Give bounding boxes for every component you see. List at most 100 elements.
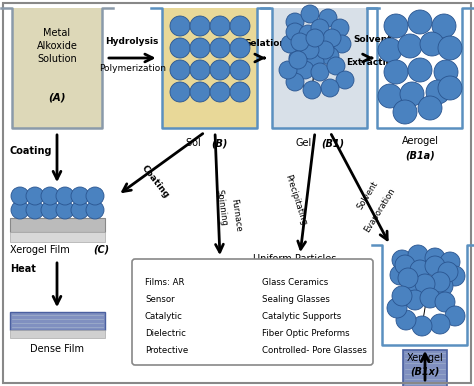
Text: Sol: Sol [186, 138, 204, 148]
Circle shape [11, 201, 29, 219]
Circle shape [286, 304, 304, 322]
Circle shape [418, 96, 442, 120]
Bar [10, 232, 105, 242]
Circle shape [311, 19, 329, 37]
Bar [383, 245, 467, 345]
Circle shape [286, 13, 304, 31]
Circle shape [323, 29, 341, 47]
Circle shape [438, 36, 462, 60]
Text: Sealing Glasses: Sealing Glasses [263, 295, 330, 304]
Circle shape [400, 82, 424, 106]
Circle shape [210, 82, 230, 102]
Circle shape [210, 38, 230, 58]
Circle shape [321, 47, 339, 65]
Circle shape [398, 268, 418, 288]
Circle shape [230, 16, 250, 36]
Text: Coating: Coating [10, 146, 53, 156]
Circle shape [303, 81, 321, 99]
Circle shape [26, 201, 44, 219]
Circle shape [56, 201, 74, 219]
Text: (B1x): (B1x) [410, 367, 440, 377]
Circle shape [170, 82, 190, 102]
Text: Sensor: Sensor [145, 295, 174, 304]
Circle shape [430, 272, 450, 292]
Circle shape [299, 25, 317, 43]
Bar [10, 312, 105, 330]
Bar [175, 278, 270, 358]
Text: (B): (B) [211, 138, 228, 148]
Circle shape [286, 73, 304, 91]
Text: Films: AR: Films: AR [145, 278, 184, 287]
Circle shape [286, 23, 304, 41]
Circle shape [266, 264, 284, 282]
Circle shape [387, 298, 407, 318]
Circle shape [433, 276, 453, 296]
Circle shape [306, 324, 324, 342]
Text: Catalytic: Catalytic [145, 312, 183, 321]
Circle shape [296, 61, 314, 79]
Circle shape [393, 100, 417, 124]
Circle shape [71, 201, 89, 219]
Circle shape [412, 316, 432, 336]
Circle shape [11, 187, 29, 205]
Circle shape [246, 304, 264, 322]
Circle shape [425, 256, 445, 276]
Circle shape [378, 38, 402, 62]
Circle shape [331, 19, 349, 37]
Text: (B1): (B1) [321, 138, 344, 148]
Circle shape [190, 16, 210, 36]
Circle shape [170, 60, 190, 80]
Text: Dielectric: Dielectric [145, 329, 186, 338]
Circle shape [420, 288, 440, 308]
Text: Solvent: Solvent [356, 179, 380, 211]
Text: Extraction: Extraction [346, 58, 399, 67]
Circle shape [390, 265, 410, 285]
Circle shape [41, 187, 59, 205]
Circle shape [426, 80, 450, 104]
Circle shape [326, 264, 344, 282]
Text: Aerogel: Aerogel [401, 136, 438, 146]
Circle shape [321, 79, 339, 97]
Circle shape [286, 324, 304, 342]
Circle shape [435, 292, 455, 312]
Circle shape [445, 306, 465, 326]
Circle shape [402, 276, 422, 296]
Circle shape [316, 41, 334, 59]
Circle shape [445, 266, 465, 286]
Circle shape [230, 38, 250, 58]
Circle shape [291, 33, 309, 51]
Text: Glass Ceramics: Glass Ceramics [263, 278, 329, 287]
Circle shape [425, 248, 445, 268]
Circle shape [86, 201, 104, 219]
Circle shape [410, 260, 430, 280]
Circle shape [378, 84, 402, 108]
Circle shape [306, 29, 324, 47]
Text: Gelation: Gelation [244, 39, 286, 48]
Circle shape [71, 187, 89, 205]
Text: Heat: Heat [10, 264, 36, 274]
Circle shape [420, 32, 444, 56]
Circle shape [301, 5, 319, 23]
Circle shape [326, 284, 344, 302]
Text: Xerogel Film: Xerogel Film [10, 245, 73, 255]
Circle shape [405, 290, 425, 310]
Circle shape [438, 262, 458, 282]
Circle shape [336, 71, 354, 89]
Circle shape [440, 252, 460, 272]
Circle shape [286, 264, 304, 282]
Circle shape [396, 310, 416, 330]
Text: Metal
Alkoxide
Solution: Metal Alkoxide Solution [36, 28, 77, 64]
Bar [10, 218, 105, 232]
Text: Catalytic Supports: Catalytic Supports [263, 312, 342, 321]
Bar [377, 8, 463, 128]
Circle shape [266, 284, 284, 302]
Text: Spinning: Spinning [215, 189, 229, 227]
FancyBboxPatch shape [132, 259, 373, 365]
Text: Uniform Particles: Uniform Particles [253, 254, 337, 264]
Circle shape [327, 57, 345, 75]
Circle shape [289, 51, 307, 69]
Circle shape [41, 201, 59, 219]
Circle shape [246, 264, 264, 282]
Circle shape [56, 187, 74, 205]
Circle shape [408, 58, 432, 82]
